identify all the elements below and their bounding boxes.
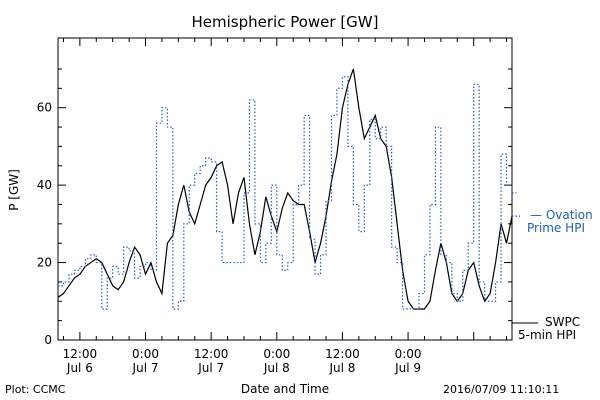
y-axis-label: P [GW] [7, 169, 21, 211]
legend-swpc-line1: SWPC [545, 315, 580, 329]
y-tick-label: 60 [37, 101, 52, 115]
series-layer [57, 68, 520, 310]
y-axis: 0 20 40 60 [37, 68, 512, 347]
y-tick-label: 40 [37, 178, 52, 192]
x-tick-label-date: Jul 7 [197, 361, 224, 375]
legend-ovation-line2: Prime HPI [527, 221, 585, 235]
legend-ovation-line1: — Ovation [530, 208, 593, 222]
x-tick-label-date: Jul 7 [132, 361, 159, 375]
y-tick-label: 0 [44, 333, 52, 347]
x-tick-label-date: Jul 6 [66, 361, 93, 375]
plot-credit: Plot: CCMC [5, 383, 66, 396]
series-line-swpc [57, 68, 513, 310]
x-tick-label-time: 12:00 [325, 347, 360, 361]
plot-timestamp: 2016/07/09 11:10:11 [443, 383, 559, 396]
x-tick-label-time: 12:00 [63, 347, 98, 361]
x-tick-label-time: 0:00 [263, 347, 290, 361]
x-tick-label-date: Jul 9 [394, 361, 421, 375]
y-tick-label: 20 [37, 256, 52, 270]
legend-swpc-line2: 5-min HPI [518, 328, 576, 342]
x-tick-label-date: Jul 8 [328, 361, 355, 375]
x-axis-label: Date and Time [241, 382, 329, 396]
x-tick-label-time: 12:00 [194, 347, 229, 361]
x-tick-label-time: 0:00 [132, 347, 159, 361]
x-tick-label-time: 0:00 [395, 347, 422, 361]
chart-title: Hemispheric Power [GW] [192, 13, 379, 31]
plot-frame [57, 37, 513, 341]
x-tick-label-date: Jul 8 [263, 361, 290, 375]
series-line-ovation-prime [58, 76, 517, 310]
